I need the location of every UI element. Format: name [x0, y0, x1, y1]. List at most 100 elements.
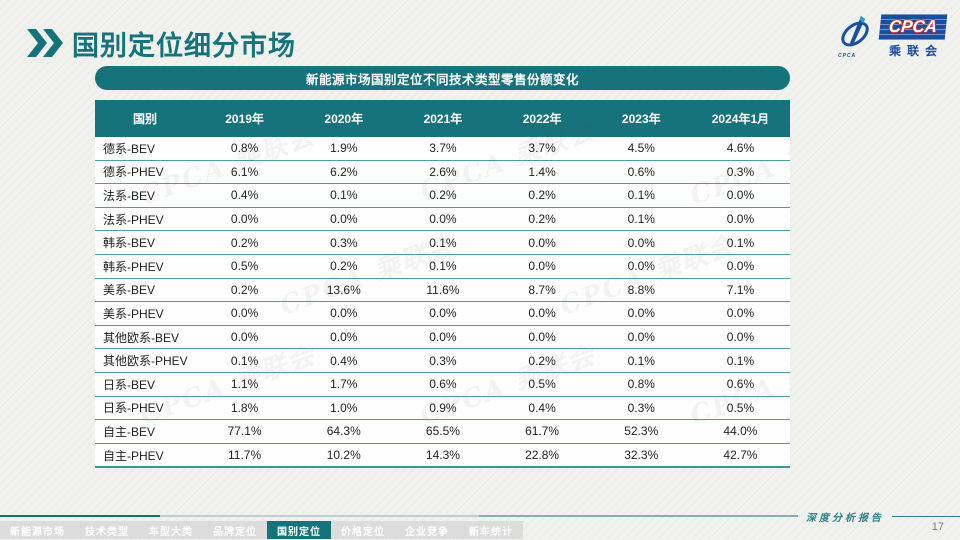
table-cell: 0.5% — [528, 377, 556, 392]
table-cell: 44.0% — [723, 424, 758, 439]
table-cell: 0.2% — [528, 212, 556, 227]
column-header: 国别 — [132, 112, 157, 126]
cpca-logo: CPCA CPCA 乘联会 — [836, 13, 948, 59]
table-cell: 0.0% — [528, 235, 556, 250]
table-row: 德系-PHEV 6.1% 6.2% 2.6% 1.4% 0.6% 0.3% — [95, 160, 790, 185]
table-cell: 0.0% — [726, 259, 755, 274]
table-cell: 65.5% — [425, 424, 460, 439]
table-title-banner: 新能源市场国别定位不同技术类型零售份额变化 — [95, 66, 790, 90]
row-label: 德系-BEV — [103, 141, 156, 156]
table-cell: 3.7% — [429, 141, 457, 156]
table-cell: 0.4% — [528, 400, 556, 415]
page-number: 17 — [931, 521, 944, 533]
table-row: 日系-BEV 1.1% 1.7% 0.6% 0.5% 0.8% 0.6% — [95, 372, 790, 397]
table-cell: 0.1% — [429, 235, 457, 250]
table-row: 法系-PHEV 0.0% 0.0% 0.0% 0.2% 0.1% 0.0% — [95, 207, 790, 232]
table-row: 美系-BEV 0.2% 13.6% 11.6% 8.7% 8.8% 7.1% — [95, 278, 790, 303]
table-cell: 4.5% — [627, 141, 655, 156]
table-cell: 0.0% — [726, 212, 755, 227]
table-cell: 7.1% — [726, 282, 755, 297]
footer-label: 深度分析报告 — [806, 512, 884, 524]
table-cell: 11.7% — [228, 448, 262, 463]
table-row: 其他欧系-PHEV 0.1% 0.4% 0.3% 0.2% 0.1% 0.1% — [95, 349, 790, 373]
logo-acronym: CPCA — [878, 13, 948, 40]
table-cell: 0.8% — [627, 377, 655, 392]
table-cell: 0.1% — [429, 259, 457, 274]
table-cell: 0.1% — [230, 353, 259, 368]
table-row: 自主-PHEV 11.7% 10.2% 14.3% 22.8% 32.3% 42.7% — [95, 443, 790, 467]
table-row: 韩系-PHEV 0.5% 0.2% 0.1% 0.0% 0.0% 0.0% — [95, 254, 790, 279]
logo-swoosh-icon: CPCA — [836, 13, 876, 59]
logo-chinese-name: 乘联会 — [888, 43, 943, 58]
table-cell: 0.0% — [726, 330, 755, 345]
table-cell: 6.1% — [230, 164, 259, 179]
table-cell: 1.1% — [230, 377, 259, 392]
table-cell: 0.0% — [230, 212, 259, 227]
bottom-nav: 新能源市场 技术类型 车型大类 品牌定位 国别定位 价格定位 企业竞争 新车统计 — [0, 521, 523, 539]
column-header: 2019年 — [225, 112, 264, 126]
row-label: 德系-PHEV — [103, 165, 164, 180]
table-cell: 0.0% — [627, 235, 655, 250]
table-cell: 0.0% — [528, 306, 556, 321]
row-label: 韩系-BEV — [103, 236, 156, 251]
page-title: 国别定位细分市场 — [72, 31, 296, 61]
table-cell: 1.4% — [528, 164, 556, 179]
table-cell: 2.6% — [429, 164, 457, 179]
table-cell: 0.3% — [726, 164, 755, 179]
table-cell: 0.0% — [627, 259, 655, 274]
banner-title: 新能源市场国别定位不同技术类型零售份额变化 — [305, 72, 579, 87]
row-label: 其他欧系-PHEV — [103, 354, 188, 369]
table-cell: 0.1% — [726, 235, 755, 250]
table-cell: 0.0% — [230, 330, 259, 345]
table-cell: 0.0% — [528, 259, 556, 274]
bottom-nav-tab-3[interactable]: 车型大类 — [149, 526, 193, 538]
table-cell: 0.6% — [429, 377, 457, 392]
table-cell: 1.8% — [230, 400, 259, 415]
table-cell: 0.0% — [429, 330, 457, 345]
row-label: 日系-PHEV — [103, 401, 164, 416]
table-cell: 0.0% — [627, 306, 655, 321]
table-cell: 0.0% — [429, 212, 457, 227]
double-chevron-icon — [27, 29, 63, 57]
row-label: 美系-PHEV — [103, 306, 164, 321]
bottom-nav-tab-4[interactable]: 品牌定位 — [213, 526, 257, 538]
bottom-nav-tab-7[interactable]: 企业竞争 — [405, 526, 449, 538]
table-cell: 0.0% — [726, 306, 755, 321]
table-cell: 1.7% — [330, 377, 358, 392]
table-cell: 0.0% — [627, 330, 655, 345]
table-cell: 14.3% — [425, 448, 460, 463]
table-cell: 61.7% — [525, 424, 560, 439]
bottom-nav-tab-6[interactable]: 价格定位 — [341, 526, 385, 538]
table-cell: 0.1% — [726, 353, 755, 368]
table-header-row: 国别 2019年 2020年 2021年 2022年 2023年 2024年1月 — [95, 100, 790, 137]
column-header: 2024年1月 — [711, 112, 770, 126]
table-cell: 22.8% — [525, 448, 560, 463]
table-cell: 42.7% — [723, 448, 758, 463]
table-row: 日系-PHEV 1.8% 1.0% 0.9% 0.4% 0.3% 0.5% — [95, 396, 790, 421]
table-cell: 0.2% — [230, 282, 259, 297]
footer-rule-left — [0, 515, 798, 517]
bottom-nav-tab-5[interactable]: 国别定位 — [267, 521, 331, 539]
row-label: 自主-PHEV — [103, 448, 164, 463]
bottom-nav-tab-1[interactable]: 新能源市场 — [10, 526, 65, 538]
footer-rule: 深度分析报告 — [0, 511, 960, 524]
table-cell: 0.0% — [330, 306, 358, 321]
table-cell: 0.1% — [330, 188, 358, 203]
table-cell: 0.1% — [627, 188, 655, 203]
table-cell: 0.5% — [726, 400, 755, 415]
footer-rule-right — [892, 515, 960, 517]
table-cell: 0.9% — [429, 400, 457, 415]
bottom-nav-tab-2[interactable]: 技术类型 — [85, 526, 129, 538]
table-cell: 1.9% — [330, 141, 358, 156]
table-cell: 0.0% — [726, 188, 755, 203]
bottom-nav-tab-8[interactable]: 新车统计 — [469, 526, 513, 538]
table-cell: 0.2% — [528, 353, 556, 368]
table-cell: 0.2% — [230, 235, 259, 250]
column-header: 2021年 — [423, 112, 463, 126]
table-cell: 32.3% — [624, 448, 659, 463]
table-cell: 0.4% — [330, 353, 358, 368]
row-label: 自主-BEV — [103, 424, 156, 439]
table-cell: 0.0% — [330, 212, 358, 227]
row-label: 其他欧系-BEV — [103, 330, 180, 345]
table-cell: 6.2% — [330, 164, 358, 179]
